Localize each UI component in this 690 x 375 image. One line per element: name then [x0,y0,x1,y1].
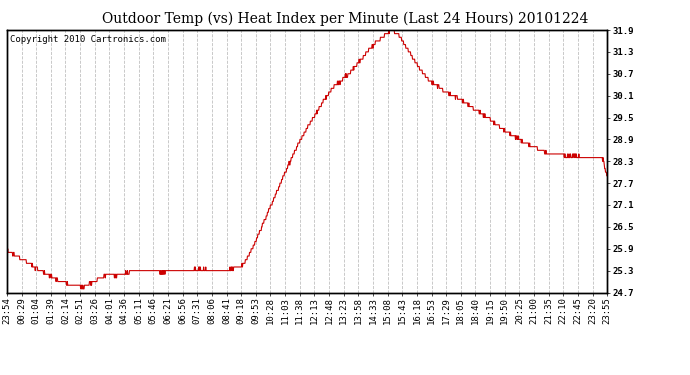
Text: Outdoor Temp (vs) Heat Index per Minute (Last 24 Hours) 20101224: Outdoor Temp (vs) Heat Index per Minute … [102,11,588,26]
Text: Copyright 2010 Cartronics.com: Copyright 2010 Cartronics.com [10,35,166,44]
